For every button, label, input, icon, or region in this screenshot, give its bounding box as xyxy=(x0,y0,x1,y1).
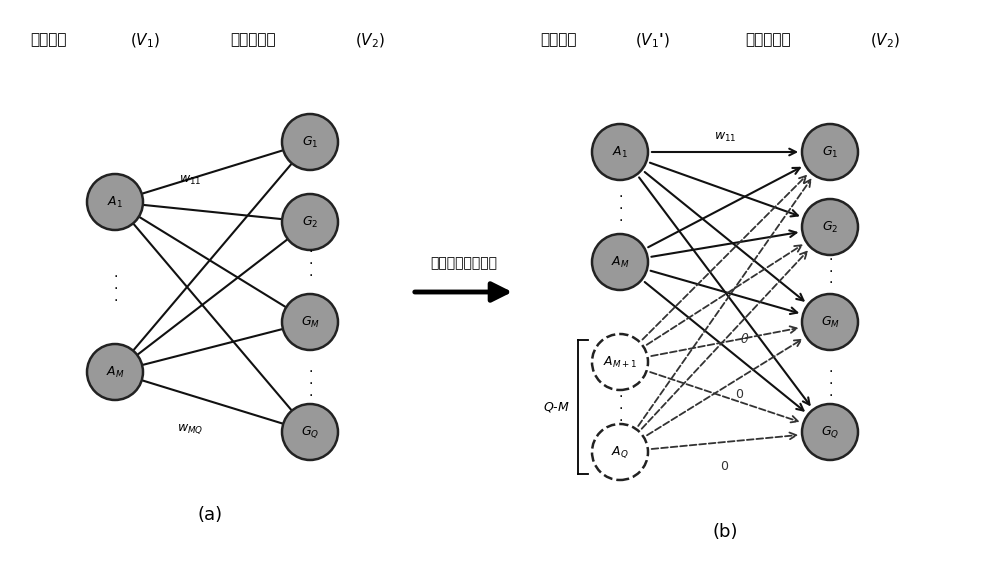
Circle shape xyxy=(802,199,858,255)
Circle shape xyxy=(87,174,143,230)
Text: $G_2$: $G_2$ xyxy=(302,215,318,230)
Text: $G_M$: $G_M$ xyxy=(301,314,319,329)
Text: $G_M$: $G_M$ xyxy=(821,314,839,329)
Text: 发射天线: 发射天线 xyxy=(540,32,576,47)
Text: $G_Q$: $G_Q$ xyxy=(301,424,319,440)
Circle shape xyxy=(802,294,858,350)
Text: $\cdot$
$\cdot$
$\cdot$: $\cdot$ $\cdot$ $\cdot$ xyxy=(308,363,312,401)
Circle shape xyxy=(87,344,143,400)
Text: $(V_2)$: $(V_2)$ xyxy=(870,32,900,50)
Text: (a): (a) xyxy=(197,506,223,524)
Circle shape xyxy=(282,404,338,460)
Text: $G_Q$: $G_Q$ xyxy=(821,424,839,440)
Text: $0$: $0$ xyxy=(735,388,745,402)
Text: $A_M$: $A_M$ xyxy=(106,365,124,380)
Text: $A_{M+1}$: $A_{M+1}$ xyxy=(603,354,637,369)
Circle shape xyxy=(802,124,858,180)
Text: $w_{MQ}$: $w_{MQ}$ xyxy=(177,422,203,436)
Text: 添加虚拟天线顶点: 添加虚拟天线顶点 xyxy=(430,256,497,270)
Text: $\cdot$
$\cdot$
$\cdot$: $\cdot$ $\cdot$ $\cdot$ xyxy=(618,188,622,226)
Circle shape xyxy=(592,234,648,290)
Circle shape xyxy=(282,294,338,350)
Text: $(V_1$'$)$: $(V_1$'$)$ xyxy=(635,32,670,50)
Text: $G_1$: $G_1$ xyxy=(302,134,318,149)
Circle shape xyxy=(592,424,648,480)
Text: $0$: $0$ xyxy=(720,460,730,473)
Text: $(V_2)$: $(V_2)$ xyxy=(355,32,385,50)
Text: $\cdot$
$\cdot$
$\cdot$: $\cdot$ $\cdot$ $\cdot$ xyxy=(618,388,622,426)
Circle shape xyxy=(282,194,338,250)
Text: $G_2$: $G_2$ xyxy=(822,219,838,234)
Text: 可选网格点: 可选网格点 xyxy=(745,32,791,47)
Circle shape xyxy=(592,124,648,180)
Text: $Q$-$M$: $Q$-$M$ xyxy=(543,400,570,414)
Text: (b): (b) xyxy=(712,523,738,541)
Circle shape xyxy=(282,114,338,170)
Text: $w_{11}$: $w_{11}$ xyxy=(714,131,736,144)
Text: $\cdot$
$\cdot$
$\cdot$: $\cdot$ $\cdot$ $\cdot$ xyxy=(828,363,832,401)
Text: $\cdot$
$\cdot$
$\cdot$: $\cdot$ $\cdot$ $\cdot$ xyxy=(308,243,312,281)
Text: $w_{11}$: $w_{11}$ xyxy=(179,174,201,187)
Text: $G_1$: $G_1$ xyxy=(822,144,838,160)
Text: $\theta$: $\theta$ xyxy=(740,332,750,346)
Text: $A_Q$: $A_Q$ xyxy=(611,444,629,460)
Circle shape xyxy=(802,404,858,460)
Text: $\cdot$
$\cdot$
$\cdot$: $\cdot$ $\cdot$ $\cdot$ xyxy=(113,268,117,306)
Text: $A_1$: $A_1$ xyxy=(612,144,628,160)
Circle shape xyxy=(592,334,648,390)
Text: $A_1$: $A_1$ xyxy=(107,194,123,209)
Text: $\cdot$
$\cdot$
$\cdot$: $\cdot$ $\cdot$ $\cdot$ xyxy=(828,250,832,288)
Text: $A_M$: $A_M$ xyxy=(611,254,629,269)
Text: $(V_1)$: $(V_1)$ xyxy=(130,32,160,50)
Text: 发射天线: 发射天线 xyxy=(30,32,66,47)
Text: 可选网格点: 可选网格点 xyxy=(230,32,276,47)
